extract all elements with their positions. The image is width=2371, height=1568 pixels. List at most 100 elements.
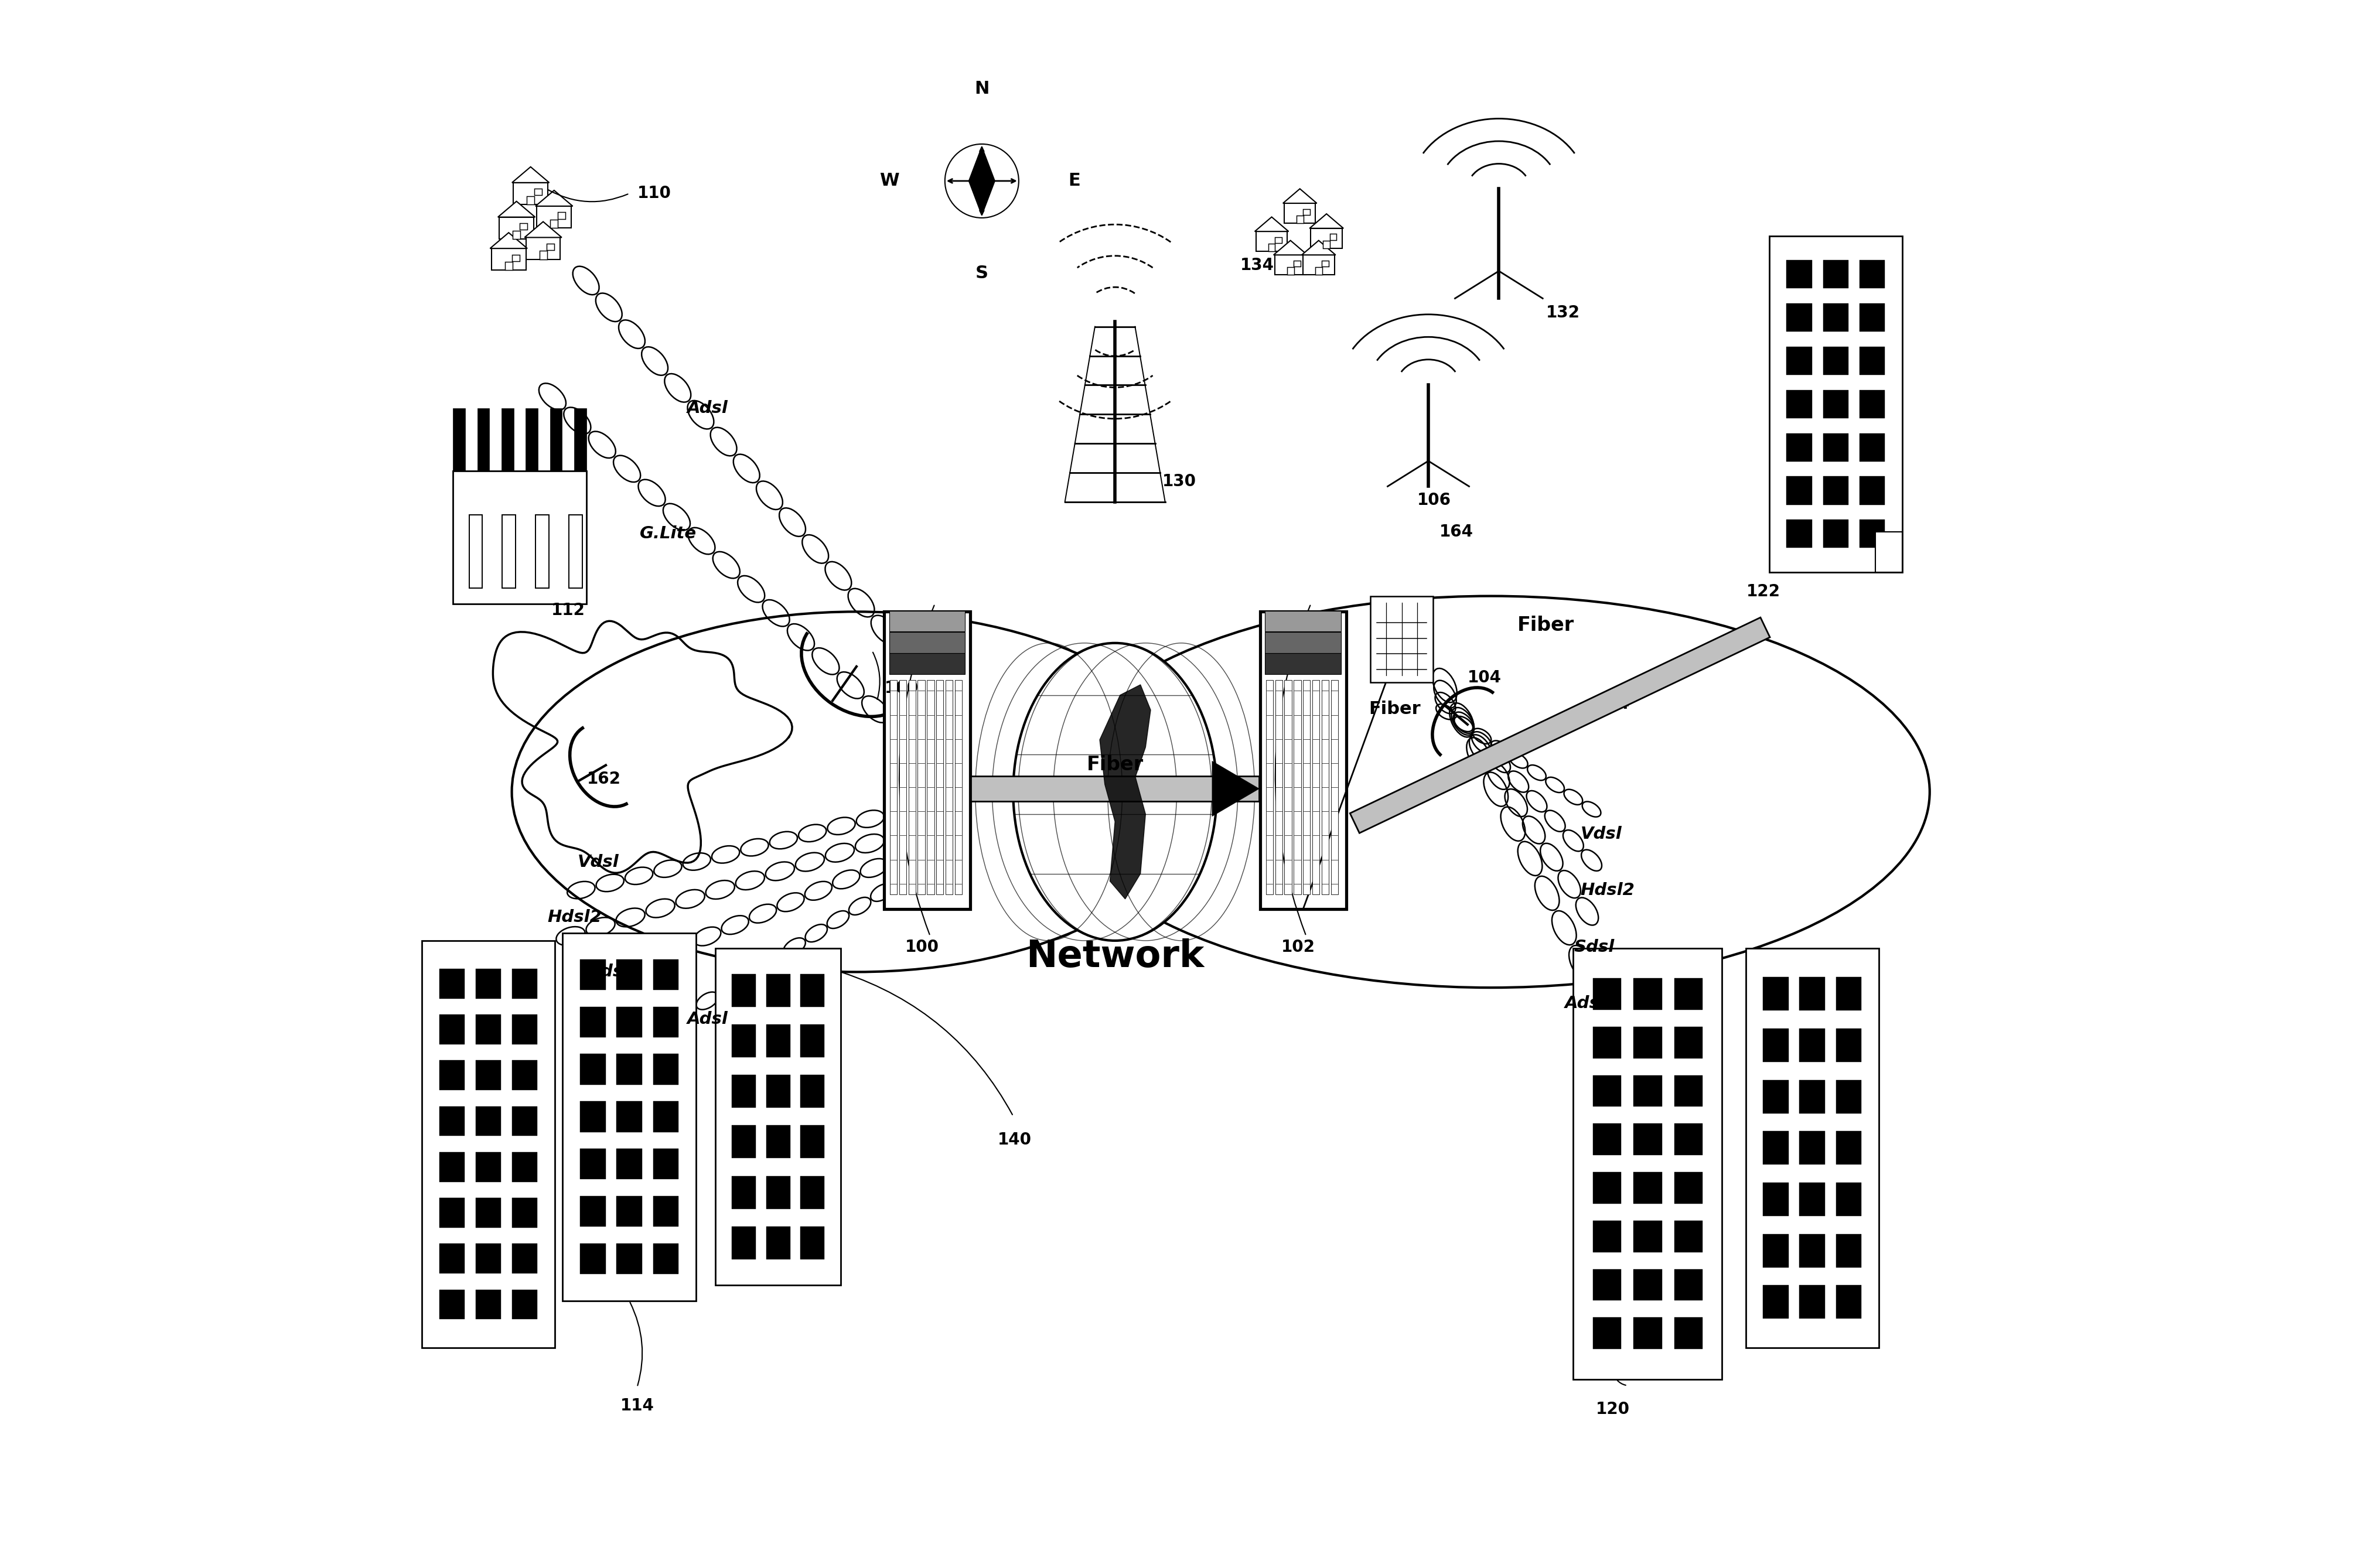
- Bar: [1311, 229, 1342, 248]
- Bar: [477, 969, 500, 999]
- Bar: [908, 681, 915, 894]
- Bar: [1304, 256, 1335, 274]
- Bar: [716, 949, 842, 1286]
- Text: N: N: [974, 80, 989, 97]
- Bar: [503, 408, 515, 470]
- Bar: [733, 1176, 756, 1209]
- Bar: [1266, 612, 1342, 632]
- Bar: [557, 212, 564, 220]
- Bar: [439, 969, 465, 999]
- Bar: [1304, 209, 1309, 215]
- Bar: [801, 1176, 825, 1209]
- Bar: [652, 960, 678, 989]
- Bar: [581, 1007, 605, 1038]
- Bar: [652, 1007, 678, 1038]
- Bar: [1835, 977, 1861, 1010]
- Bar: [1266, 681, 1273, 894]
- Bar: [512, 1060, 538, 1090]
- Bar: [1800, 1286, 1826, 1319]
- Bar: [1859, 303, 1885, 331]
- Bar: [1764, 1131, 1788, 1165]
- Bar: [1859, 519, 1885, 547]
- Bar: [1634, 1124, 1662, 1156]
- Bar: [766, 1126, 790, 1159]
- Bar: [889, 681, 896, 894]
- Bar: [1634, 1220, 1662, 1251]
- Bar: [477, 1289, 500, 1319]
- Bar: [1788, 477, 1811, 505]
- Bar: [1800, 1029, 1826, 1062]
- Bar: [884, 612, 970, 909]
- Bar: [562, 933, 697, 1301]
- Bar: [1593, 1220, 1622, 1251]
- Bar: [1276, 256, 1306, 274]
- Bar: [536, 514, 550, 588]
- Bar: [766, 1076, 790, 1107]
- Text: Vdsl: Vdsl: [1581, 826, 1622, 842]
- Bar: [899, 681, 906, 894]
- Bar: [512, 1107, 538, 1137]
- Bar: [1593, 1269, 1622, 1300]
- Bar: [1835, 1182, 1861, 1215]
- Bar: [477, 1014, 500, 1044]
- Text: Sdsl: Sdsl: [1574, 939, 1615, 955]
- Bar: [1674, 1269, 1702, 1300]
- Bar: [652, 1243, 678, 1273]
- Bar: [1287, 267, 1295, 274]
- Polygon shape: [491, 232, 526, 248]
- Bar: [766, 1176, 790, 1209]
- Bar: [1674, 1076, 1702, 1107]
- Polygon shape: [1254, 216, 1287, 232]
- Bar: [946, 681, 953, 894]
- Bar: [801, 1226, 825, 1259]
- Text: Network: Network: [1027, 938, 1204, 974]
- Bar: [1859, 347, 1885, 375]
- Text: Adsl: Adsl: [688, 1011, 728, 1027]
- Bar: [1634, 1269, 1662, 1300]
- Bar: [439, 1289, 465, 1319]
- Bar: [733, 1076, 756, 1107]
- Polygon shape: [970, 776, 1259, 801]
- Text: 140: 140: [998, 1132, 1031, 1148]
- Text: 142: 142: [906, 627, 939, 643]
- Bar: [1593, 1124, 1622, 1156]
- Bar: [616, 1054, 643, 1085]
- Bar: [1304, 681, 1311, 894]
- Bar: [1674, 1317, 1702, 1348]
- Bar: [1574, 949, 1721, 1380]
- Bar: [1370, 596, 1432, 682]
- Bar: [652, 1054, 678, 1085]
- Bar: [889, 654, 965, 674]
- Bar: [512, 1198, 538, 1228]
- Bar: [1674, 1124, 1702, 1156]
- Bar: [1674, 1220, 1702, 1251]
- Bar: [616, 1243, 643, 1273]
- Bar: [477, 1198, 500, 1228]
- Bar: [1800, 977, 1826, 1010]
- Bar: [1788, 519, 1811, 547]
- Bar: [439, 1107, 465, 1137]
- Bar: [1593, 978, 1622, 1010]
- Ellipse shape: [1012, 643, 1216, 941]
- Bar: [1835, 1131, 1861, 1165]
- Bar: [1323, 241, 1330, 248]
- Bar: [503, 514, 515, 588]
- Bar: [1295, 260, 1302, 267]
- Bar: [889, 612, 965, 632]
- Bar: [937, 681, 944, 894]
- Bar: [1875, 532, 1902, 572]
- Bar: [616, 1101, 643, 1132]
- Text: 122: 122: [1747, 583, 1781, 599]
- Bar: [616, 1007, 643, 1038]
- Bar: [801, 974, 825, 1007]
- Bar: [1764, 977, 1788, 1010]
- Bar: [766, 1024, 790, 1057]
- Bar: [512, 230, 519, 238]
- Bar: [733, 1126, 756, 1159]
- Bar: [616, 1196, 643, 1226]
- Bar: [477, 1152, 500, 1182]
- Bar: [766, 1226, 790, 1259]
- Text: 162: 162: [588, 771, 621, 787]
- Bar: [1859, 433, 1885, 461]
- Bar: [1764, 1182, 1788, 1215]
